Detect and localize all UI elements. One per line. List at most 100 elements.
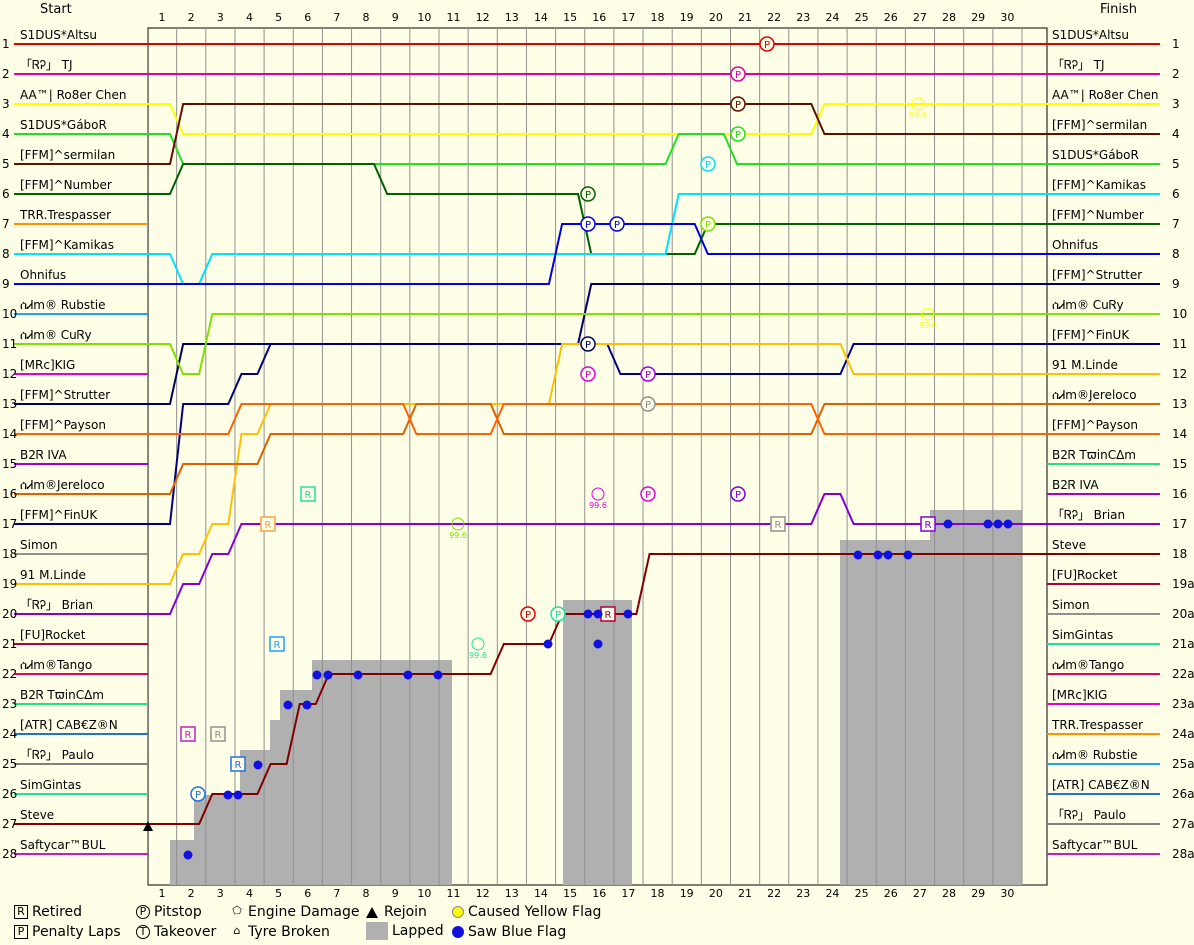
- pitstop-marker: [730, 126, 746, 142]
- pitstop-marker: [700, 216, 716, 232]
- position-trace: [148, 103, 1047, 135]
- blue-flag-dot: [593, 639, 603, 649]
- marker-letter: P: [585, 220, 591, 231]
- finish-position: 24a: [1172, 727, 1194, 741]
- lap-label-bottom: 27: [913, 887, 927, 900]
- retired-marker: [210, 726, 226, 742]
- lap-label-top: 30: [1000, 11, 1014, 24]
- blue-flag-dot: [323, 670, 333, 680]
- legend-retired-label: Retired: [32, 904, 83, 920]
- position-trace: [148, 403, 1047, 435]
- lap-label-bottom: 12: [476, 887, 490, 900]
- lap-label-top: 21: [738, 11, 752, 24]
- start-position: 22: [2, 667, 17, 681]
- lap-label-top: 24: [825, 11, 839, 24]
- finish-driver-name: [FU]Rocket: [1052, 568, 1118, 582]
- lapped-region: [240, 750, 270, 885]
- retired-marker: [920, 516, 936, 532]
- lap-label-bottom: 11: [447, 887, 461, 900]
- start-position: 6: [2, 187, 10, 201]
- start-driver-name: ሰᏗm® Rubstie: [20, 298, 106, 312]
- position-trace: [148, 313, 1047, 375]
- penalty-icon: P: [14, 925, 28, 939]
- pitstop-marker: [520, 606, 536, 622]
- marker-letter: R: [775, 520, 782, 531]
- lap-label-top: 7: [333, 11, 340, 24]
- blue-flag-dot: [223, 790, 233, 800]
- pitstop-marker: [759, 36, 775, 52]
- lap-label-top: 5: [275, 11, 282, 24]
- lap-label-top: 27: [913, 11, 927, 24]
- lapped-region: [312, 660, 452, 885]
- legend-lapped-label: Lapped: [392, 923, 444, 939]
- start-driver-name: Saftycar™BUL: [20, 838, 106, 852]
- start-position: 28: [2, 847, 17, 861]
- start-position: 17: [2, 517, 17, 531]
- finish-position: 16: [1172, 487, 1187, 501]
- legend-yellow: Caused Yellow Flag: [452, 904, 601, 920]
- finish-driver-name: ሰᏗm®Jereloco: [1052, 388, 1137, 402]
- start-driver-name: [FFM]^Kamikas: [20, 238, 114, 252]
- start-position: 15: [2, 457, 17, 471]
- blue-flag-dot: [183, 850, 193, 860]
- lap-label-top: 1: [159, 11, 166, 24]
- lap-label-top: 26: [884, 11, 898, 24]
- pitstop-marker: [190, 786, 206, 802]
- finish-position: 15: [1172, 457, 1187, 471]
- finish-position: 22a: [1172, 667, 1194, 681]
- blue-flag-dot: [283, 700, 293, 710]
- lap-label-top: 8: [363, 11, 370, 24]
- finish-driver-name: 「ᏒᎮ」 TJ: [1052, 58, 1105, 72]
- finish-position: 8: [1172, 247, 1180, 261]
- lapped-region: [194, 795, 240, 885]
- marker-letter: P: [645, 370, 651, 381]
- marker-letter: P: [585, 370, 591, 381]
- finish-position: 27a: [1172, 817, 1194, 831]
- marker-letter: R: [274, 640, 281, 651]
- start-driver-name: AA™| Ro8er Chen: [20, 88, 127, 102]
- finish-driver-name: [FFM]^sermilan: [1052, 118, 1147, 132]
- finish-driver-name: ሰᏗm®Tango: [1052, 658, 1124, 672]
- finish-driver-name: SimGintas: [1052, 628, 1113, 642]
- start-driver-name: [FFM]^FinUK: [20, 508, 98, 522]
- lap-label-top: 22: [767, 11, 781, 24]
- finish-position: 11: [1172, 337, 1187, 351]
- yellow-flag-icon: [452, 906, 464, 918]
- finish-position: 5: [1172, 157, 1180, 171]
- start-position: 13: [2, 397, 17, 411]
- blue-flag-dot: [543, 639, 553, 649]
- start-driver-name: S1DUS*Altsu: [20, 28, 97, 42]
- engine-damage-icon: ⬠: [232, 904, 242, 917]
- start-driver-name: [FFM]^sermilan: [20, 148, 115, 162]
- start-position: 21: [2, 637, 17, 651]
- lap-label-top: 9: [392, 11, 399, 24]
- pitstop-marker: [640, 396, 656, 412]
- lap-label-top: 19: [680, 11, 694, 24]
- lap-label-bottom: 29: [971, 887, 985, 900]
- retired-marker: [230, 756, 246, 772]
- blue-flag-dot: [983, 519, 993, 529]
- finish-position: 10: [1172, 307, 1187, 321]
- start-driver-name: B2Ꮢ TϖinCΔm: [20, 688, 104, 702]
- finish-position: 17: [1172, 517, 1187, 531]
- blue-flag-dot: [903, 550, 913, 560]
- lap-label-bottom: 19: [680, 887, 694, 900]
- start-position: 18: [2, 547, 17, 561]
- lap-label-top: 12: [476, 11, 490, 24]
- finish-driver-name: 「ᏒᎮ」 Brian: [1052, 508, 1125, 522]
- finish-position: 14: [1172, 427, 1187, 441]
- blue-flag-dot: [993, 519, 1003, 529]
- lap-label-top: 11: [447, 11, 461, 24]
- finish-position: 23a: [1172, 697, 1194, 711]
- legend-tyre-label: Tyre Broken: [248, 924, 330, 940]
- position-trace: [148, 163, 1047, 255]
- lap-label-bottom: 6: [304, 887, 311, 900]
- start-driver-name: B2Ꮢ IVA: [20, 448, 67, 462]
- marker-letter: P: [735, 70, 741, 81]
- pitstop-marker: [730, 96, 746, 112]
- start-driver-name: 91 M.Linde: [20, 568, 86, 582]
- finish-driver-name: [FFM]^FinUK: [1052, 328, 1130, 342]
- blue-flag-dot: [403, 670, 413, 680]
- pitstop-marker: [640, 486, 656, 502]
- finish-driver-name: [FFM]^Kamikas: [1052, 178, 1146, 192]
